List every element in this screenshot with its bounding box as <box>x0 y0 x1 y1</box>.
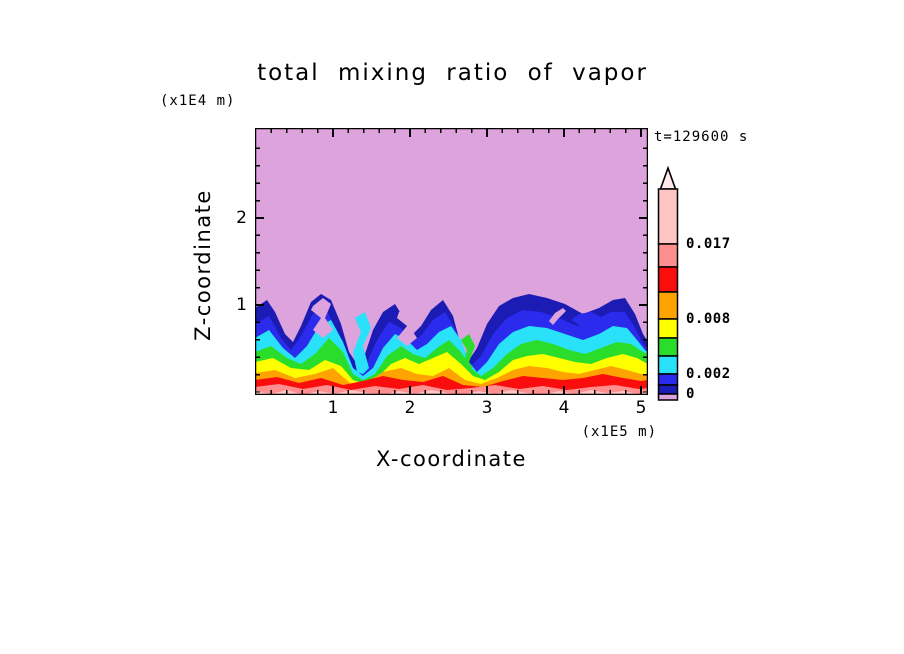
colorbar-tick-label: 0.008 <box>686 311 731 327</box>
y-tick-label: 2 <box>236 208 247 228</box>
x-axis-unit-label: (x1E5 m) <box>581 424 657 440</box>
contour-plum-sliver <box>549 308 566 325</box>
x-tick-labels: 1 2 3 4 5 <box>255 398 648 420</box>
contour-cyan-plume <box>353 312 371 374</box>
contour-field-svg <box>253 126 650 397</box>
y-axis-unit-label: (x1E4 m) <box>160 93 236 109</box>
x-tick-label: 5 <box>635 398 647 418</box>
colorbar <box>657 165 681 406</box>
colorbar-tick-label: 0 <box>686 386 695 402</box>
x-tick-label: 1 <box>327 398 339 418</box>
x-tick-label: 2 <box>404 398 416 418</box>
colorbar-segment-yellow <box>657 318 679 339</box>
x-tick-label: 3 <box>481 398 493 418</box>
colorbar-segment-plum <box>657 393 679 401</box>
colorbar-segment-navy <box>657 384 679 395</box>
colorbar-segment-cyan <box>657 355 679 375</box>
contour-plum-tongue-1 <box>311 298 333 338</box>
colorbar-segment-lightpink <box>657 188 679 245</box>
time-annotation: t=129600 s <box>654 129 749 145</box>
colorbar-segment-red <box>657 266 679 293</box>
colorbar-segment-orange <box>657 291 679 320</box>
x-axis-title: X-coordinate <box>376 447 527 471</box>
colorbar-arrow <box>659 165 677 190</box>
colorbar-segment-green <box>657 337 679 357</box>
colorbar-svg <box>657 165 679 401</box>
colorbar-tick-label: 0.002 <box>686 366 731 382</box>
colorbar-tick-label: 0.017 <box>686 236 731 252</box>
chart-title: total mixing ratio of vapor <box>257 60 648 86</box>
contour-plot-area <box>253 126 650 397</box>
contour-plum-tongue-2 <box>397 306 419 346</box>
colorbar-segment-salmon <box>657 243 679 268</box>
colorbar-labels: 0.017 0.008 0.002 0 <box>686 166 756 406</box>
y-axis-title: Z-coordinate <box>191 189 215 341</box>
y-tick-label: 1 <box>236 295 247 315</box>
x-tick-label: 4 <box>558 398 570 418</box>
colorbar-segment-blue <box>657 373 679 386</box>
contour-blue-blob <box>571 312 601 326</box>
